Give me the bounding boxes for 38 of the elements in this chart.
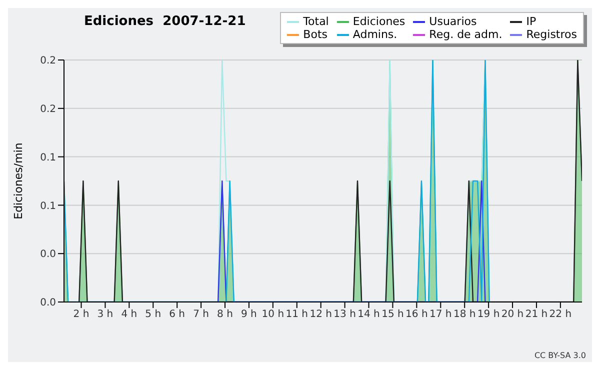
legend-label: Bots xyxy=(303,28,328,41)
x-tick-label: 2 h xyxy=(73,309,90,320)
y-tick-label: 0.1 xyxy=(40,200,56,212)
legend-label: Admins. xyxy=(352,28,398,41)
x-tick-label: 22 h xyxy=(549,309,572,320)
legend-label: Registros xyxy=(526,28,577,41)
chart-title: Ediciones 2007-12-21 xyxy=(84,14,246,29)
x-tick-label: 10 h xyxy=(262,309,284,320)
legend-label: Usuarios xyxy=(429,15,477,28)
x-tick-label: 7 h xyxy=(193,309,209,320)
y-tick-label: 0.0 xyxy=(40,249,56,260)
x-tick-label: 18 h xyxy=(453,309,476,320)
y-tick-label: 0.2 xyxy=(40,56,56,67)
x-tick-label: 17 h xyxy=(430,309,452,320)
x-tick-label: 4 h xyxy=(121,309,138,320)
x-tick-label: 20 h xyxy=(501,309,524,320)
x-tick-label: 21 h xyxy=(525,309,548,320)
text: CC BY-SA 3.0 xyxy=(534,351,586,360)
x-tick-label: 19 h xyxy=(477,309,500,320)
x-tick-label: 9 h xyxy=(241,309,257,320)
x-tick-label: 11 h xyxy=(286,309,308,320)
y-tick-label: 0.2 xyxy=(40,104,56,115)
x-tick-label: 16 h xyxy=(406,309,428,320)
x-tick-label: 13 h xyxy=(334,309,356,320)
x-tick-label: 15 h xyxy=(382,309,404,320)
x-tick-label: 12 h xyxy=(310,309,332,320)
x-tick-label: 6 h xyxy=(169,309,186,320)
legend-label: IP xyxy=(526,15,536,28)
y-axis-title: Ediciones/min xyxy=(12,142,25,220)
x-tick-label: 5 h xyxy=(145,309,162,320)
legend-label: Reg. de adm. xyxy=(429,28,502,41)
x-tick-label: 8 h xyxy=(217,309,233,320)
x-tick-label: 14 h xyxy=(358,309,380,320)
y-tick-label: 0.0 xyxy=(40,298,56,309)
legend-label: Ediciones xyxy=(352,15,406,28)
legend-label: Total xyxy=(303,15,329,28)
y-tick-label: 0.1 xyxy=(40,152,56,164)
x-tick-label: 3 h xyxy=(97,309,114,320)
